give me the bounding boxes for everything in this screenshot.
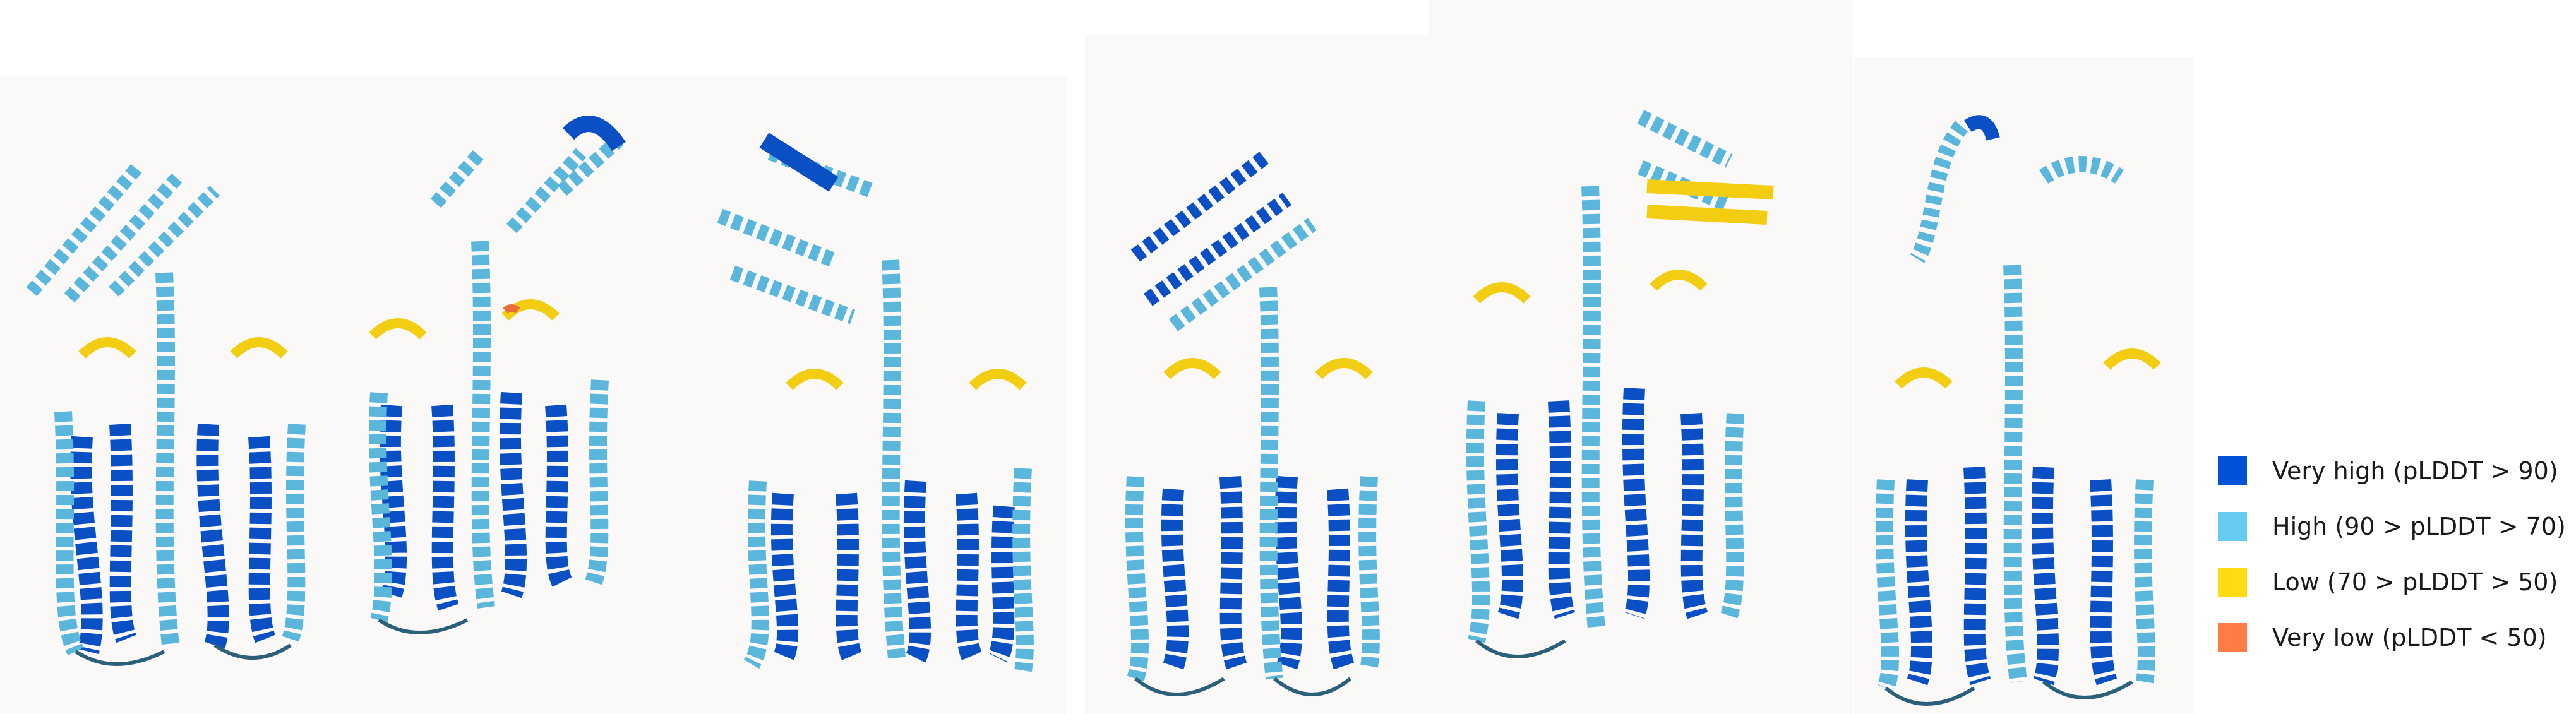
legend-label-low: Low (70 > pLDDT > 50) xyxy=(2272,568,2558,596)
structure-panel-middle-extension xyxy=(1429,0,1853,37)
structure-group-left-svg xyxy=(26,116,1034,672)
plddt-legend: Very high (pLDDT > 90) High (90 > pLDDT … xyxy=(2218,443,2566,665)
legend-label-very-low: Very low (pLDDT < 50) xyxy=(2272,624,2547,652)
very-low-swatch-icon xyxy=(2218,623,2247,652)
legend-label-high: High (90 > pLDDT > 70) xyxy=(2272,513,2566,540)
structure-group-right-svg xyxy=(1875,115,2161,706)
protein-structure-2 xyxy=(368,116,626,634)
legend-item-high: High (90 > pLDDT > 70) xyxy=(2218,499,2566,554)
structure-panel-right xyxy=(1854,57,2193,714)
legend-label-very-high: Very high (pLDDT > 90) xyxy=(2272,457,2558,485)
structure-panel-middle xyxy=(1085,35,1853,714)
protein-structure-4 xyxy=(1125,148,1380,696)
protein-structure-1 xyxy=(26,160,306,666)
very-high-swatch-icon xyxy=(2218,456,2247,485)
low-swatch-icon xyxy=(2218,568,2247,597)
legend-item-very-high: Very high (pLDDT > 90) xyxy=(2218,443,2566,499)
protein-structure-6 xyxy=(1875,115,2161,706)
legend-item-low: Low (70 > pLDDT > 50) xyxy=(2218,554,2566,610)
legend-item-very-low: Very low (pLDDT < 50) xyxy=(2218,610,2566,665)
protein-structure-3 xyxy=(717,133,1034,672)
structure-group-middle-svg xyxy=(1125,110,1774,696)
high-swatch-icon xyxy=(2218,512,2247,541)
structure-panel-left xyxy=(0,77,1067,714)
protein-structure-5 xyxy=(1466,110,1774,658)
